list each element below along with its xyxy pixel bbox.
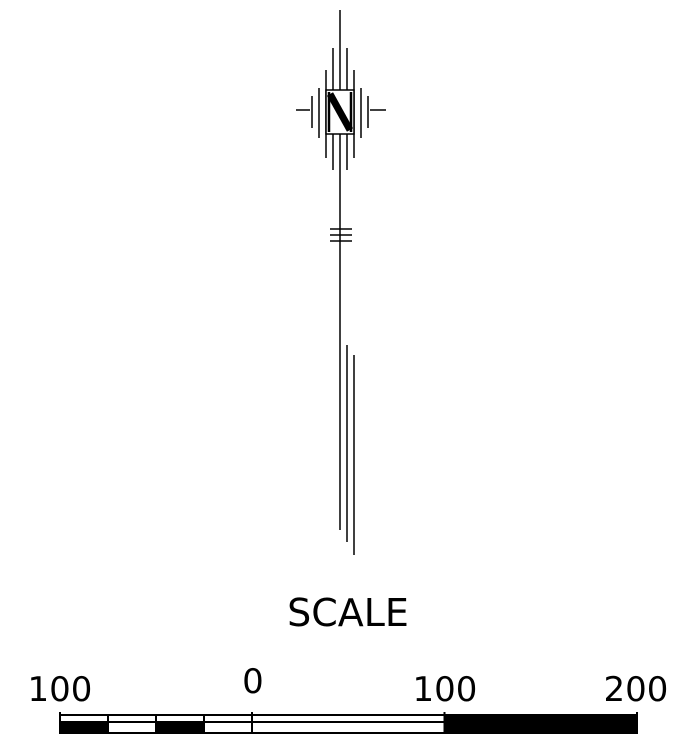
- scale-left-lower-segment-1: [107, 721, 157, 734]
- scale-right-upper-segment-0: [251, 714, 446, 723]
- scale-left-upper-segment-3: [203, 714, 253, 723]
- scale-label-0: 0: [242, 662, 264, 702]
- scale-right-lower-segment-0: [251, 721, 446, 734]
- scale-tick-labels: 100 0 100 200: [28, 662, 669, 710]
- scale-bar: [59, 712, 638, 734]
- scale-label-200: 200: [604, 670, 669, 710]
- scale-right-lower-segment-1: [443, 721, 638, 734]
- north-letter-diagonal-stroke: [326, 92, 354, 132]
- north-arrow: N: [296, 10, 386, 555]
- scale-left-lower-segment-0: [59, 721, 109, 734]
- scale-left-upper-segment-2: [155, 714, 205, 723]
- scale-left-lower-segment-3: [203, 721, 253, 734]
- scale-right-upper-segment-1: [443, 714, 638, 723]
- scale-label-left-100: 100: [28, 670, 93, 710]
- scale-left-lower-segment-2: [155, 721, 205, 734]
- scale-left-upper-segment-0: [59, 714, 109, 723]
- scale-title: SCALE: [287, 591, 409, 635]
- scale-left-upper-segment-1: [107, 714, 157, 723]
- scale-label-right-100: 100: [413, 670, 478, 710]
